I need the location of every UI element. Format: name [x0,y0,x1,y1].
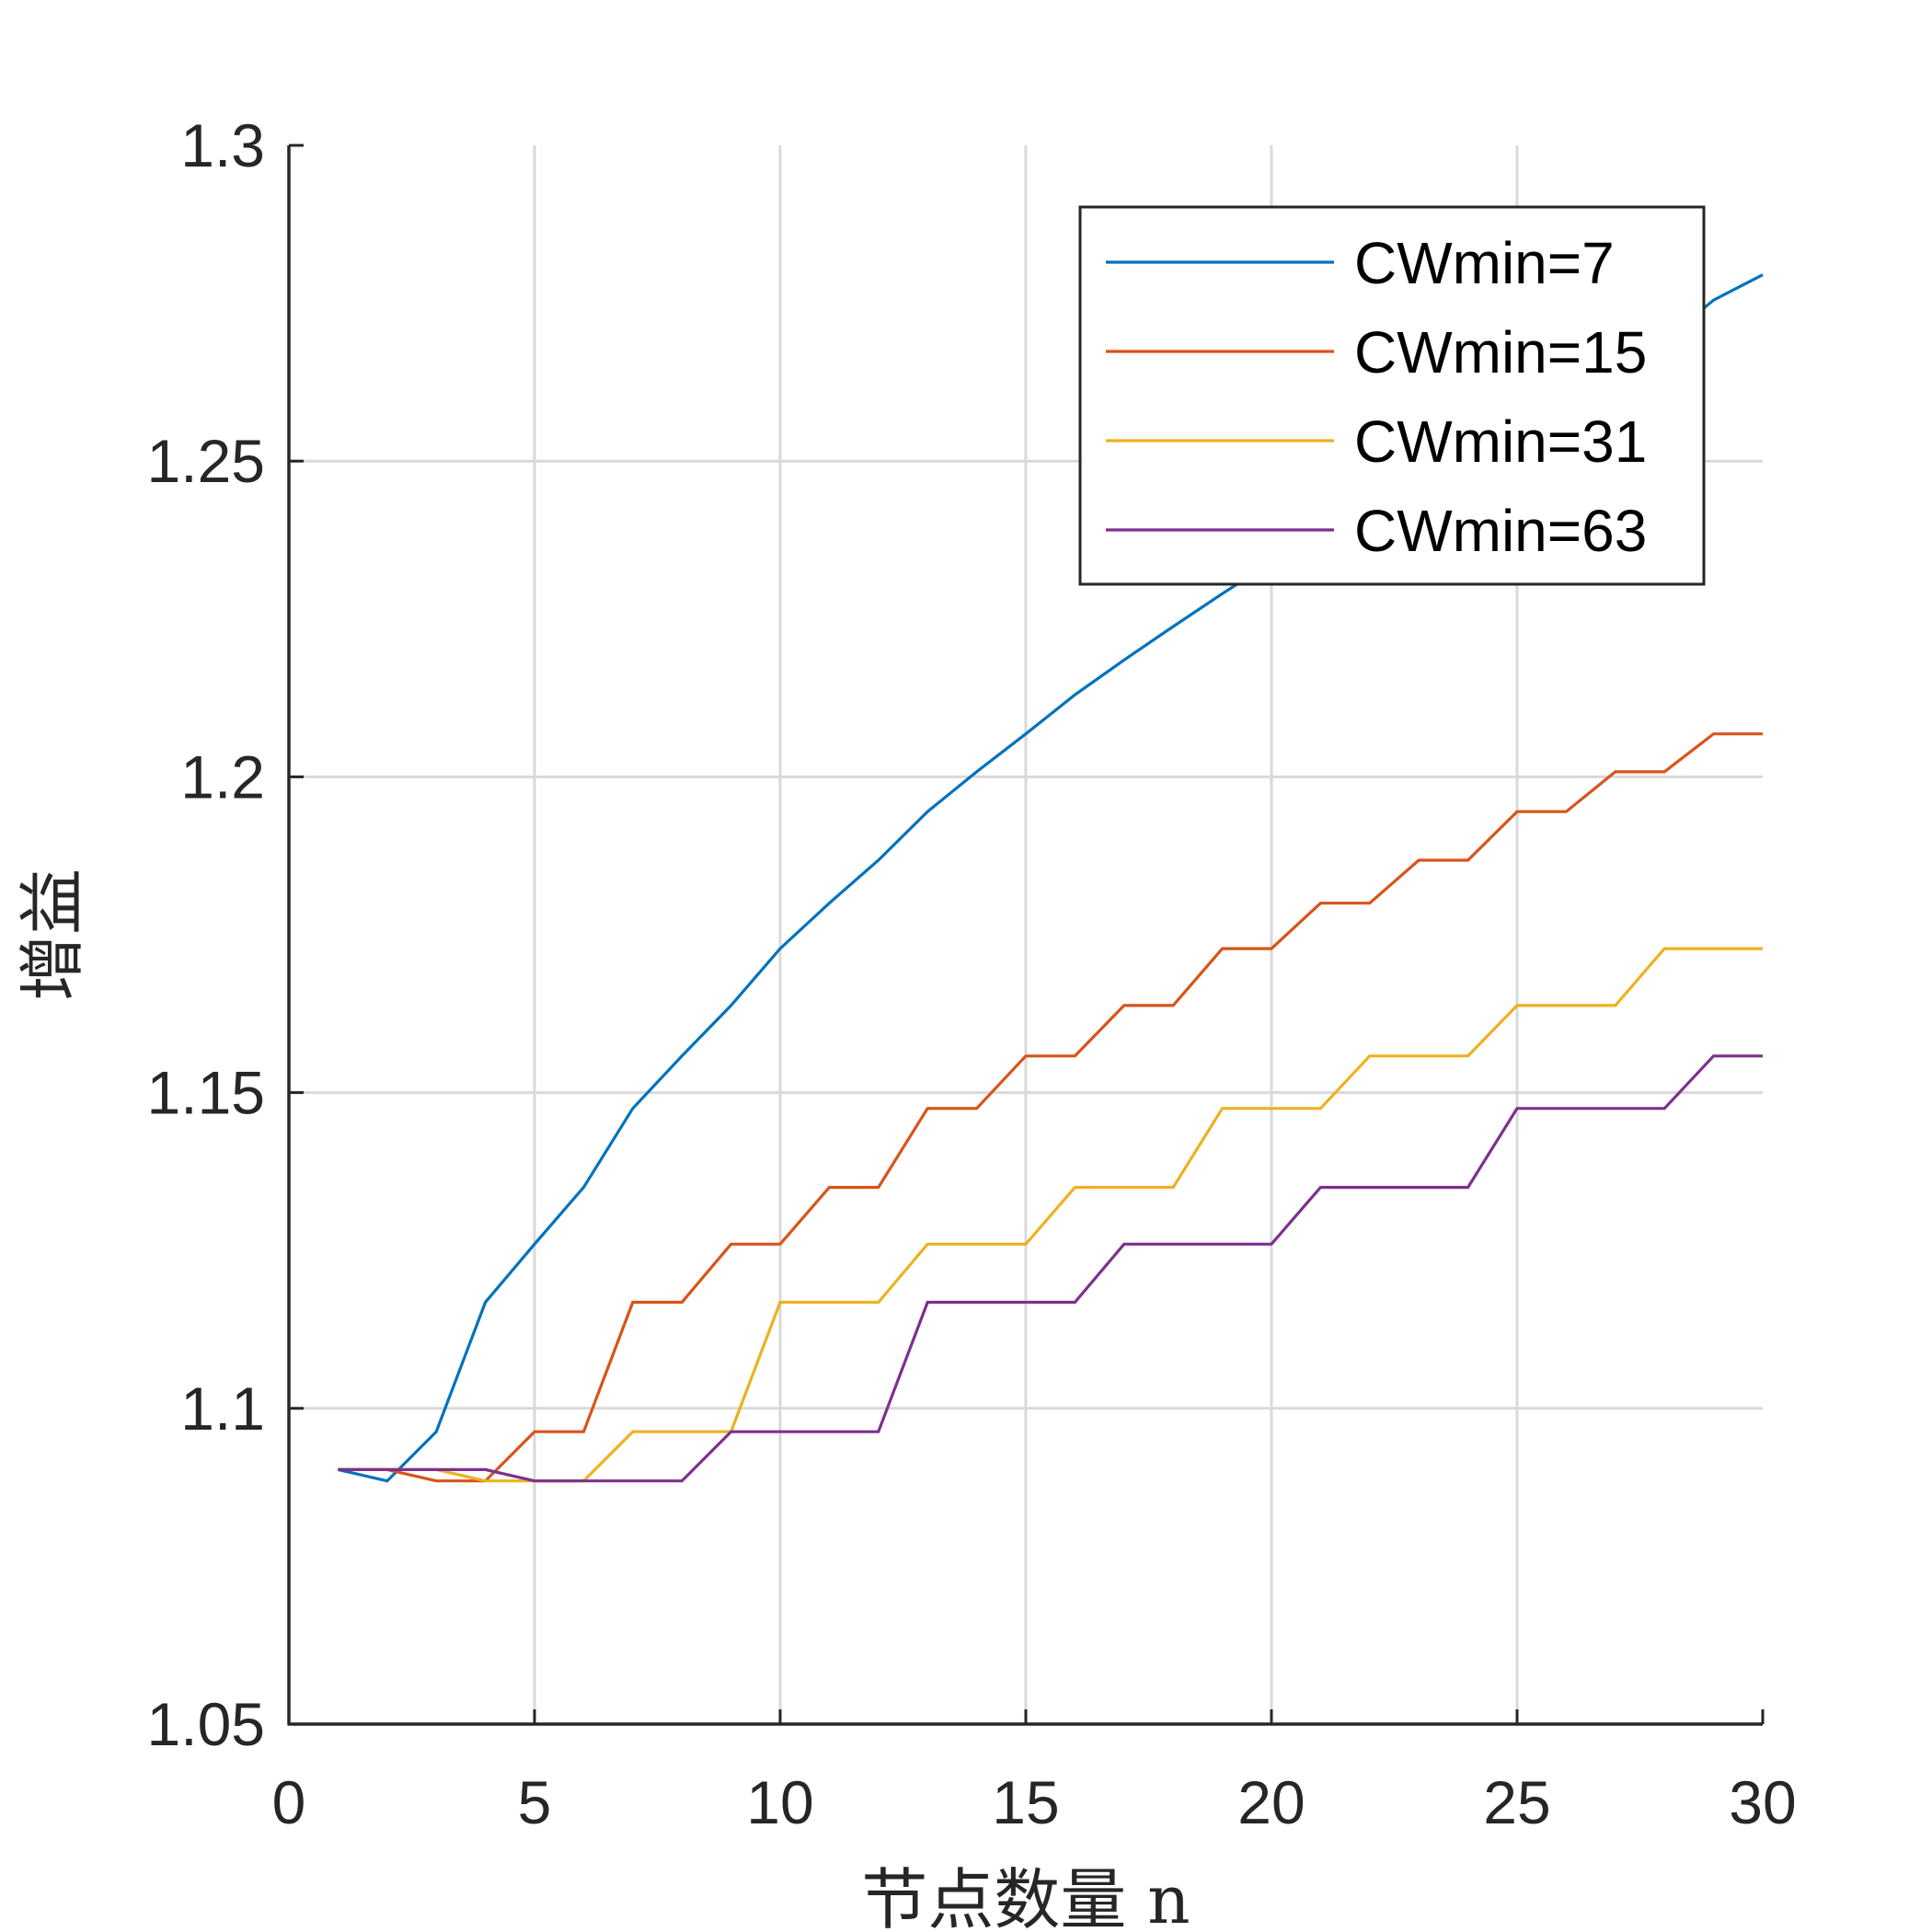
y-tick-label: 1.15 [147,1059,265,1127]
x-tick-label: 5 [518,1768,552,1836]
legend-box [1078,205,1706,586]
x-tick-label: 0 [272,1768,306,1836]
y-tick-label: 1.2 [180,742,265,811]
tick-labels: 0 5 10 15 20 25 30 1.05 1.1 1.15 1.2 1.25 1.3 [147,111,1797,1836]
y-tick-label: 1.3 [180,111,265,179]
legend-label-1: CWmin=7 [1354,230,1615,296]
x-tick-label: 20 [1237,1768,1305,1836]
legend-label-4: CWmin=63 [1354,498,1647,564]
y-tick-label: 1.25 [147,427,265,495]
legend-label-2: CWmin=15 [1354,319,1647,385]
x-tick-label: 30 [1729,1768,1796,1836]
y-tick-label: 1.1 [180,1374,265,1443]
series-line-2 [338,732,1763,1483]
x-axis-title: 节点数量 n [861,1861,1190,1932]
series-line-4 [338,1054,1763,1483]
x-tick-label: 25 [1483,1768,1550,1836]
axes [287,144,1765,1726]
legend-label-3: CWmin=31 [1354,408,1647,475]
legend: CWmin=7 CWmin=15 CWmin=31 CWmin=63 [1078,205,1706,586]
x-tick-label: 10 [746,1768,813,1836]
y-axis-title: 增益 [14,868,91,1001]
x-tick-label: 15 [992,1768,1059,1836]
y-tick-label: 1.05 [147,1690,265,1758]
